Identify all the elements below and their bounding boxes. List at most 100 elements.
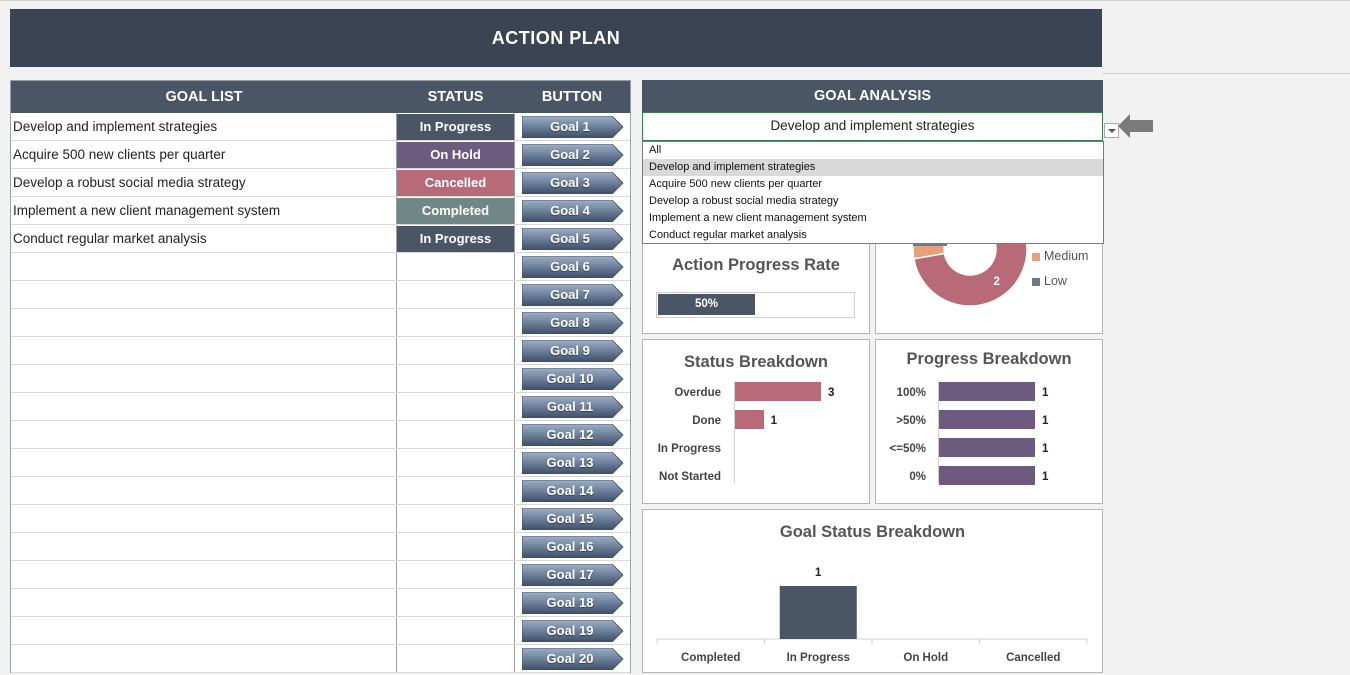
progress-breakdown-category-label: <=50% (889, 443, 926, 455)
status-badge: Completed (397, 198, 514, 224)
table-row: Goal 20 (11, 645, 630, 673)
goal-button-label: Goal 18 (546, 595, 594, 610)
legend-item-medium: Medium (1032, 249, 1088, 263)
table-row: Goal 16 (11, 533, 630, 561)
donut-slice-label: 2 (993, 276, 999, 288)
table-row: Goal 18 (11, 589, 630, 617)
goal-button-16[interactable]: Goal 16 (522, 536, 624, 558)
progress-breakdown-bar (939, 466, 1035, 485)
goal-button-17[interactable]: Goal 17 (522, 564, 624, 586)
goal-status-breakdown-title: Goal Status Breakdown (779, 523, 966, 541)
goal-text: Acquire 500 new clients per quarter (13, 147, 226, 162)
goal-button-7[interactable]: Goal 7 (522, 284, 624, 306)
progress-bar: 50% (656, 292, 855, 318)
goal-button-label: Goal 17 (546, 567, 594, 582)
dropdown-option[interactable]: Develop and implement strategies (643, 159, 1103, 176)
goal-button-3[interactable]: Goal 3 (522, 172, 624, 194)
goal-status-bar (779, 586, 857, 639)
table-row: Conduct regular market analysis In Progre… (11, 225, 630, 253)
donut-slice-high (912, 243, 1028, 307)
table-row: Acquire 500 new clients per quarter On Ho… (11, 141, 630, 169)
progress-breakdown-category-label: 100% (896, 387, 926, 399)
goal-button-20[interactable]: Goal 20 (522, 648, 624, 670)
table-row: Implement a new client management system… (11, 197, 630, 225)
status-breakdown-value-label: 3 (828, 387, 835, 399)
goal-status-category-label: On Hold (903, 652, 948, 664)
status-breakdown-axis (734, 381, 735, 483)
goal-button-1[interactable]: Goal 1 (522, 116, 624, 138)
goal-button-label: Goal 5 (550, 231, 590, 246)
goal-status-category-label: Cancelled (1006, 652, 1060, 664)
goal-button-label: Goal 3 (550, 175, 590, 190)
table-row: Goal 8 (11, 309, 630, 337)
progress-rate-panel: Action Progress Rate (642, 242, 870, 334)
status-badge: Cancelled (397, 170, 514, 196)
progress-breakdown-value-label: 1 (1042, 443, 1049, 455)
table-row: Develop and implement strategies In Progr… (11, 113, 630, 141)
status-breakdown-category-label: Overdue (674, 387, 721, 399)
goal-button-12[interactable]: Goal 12 (522, 424, 624, 446)
table-row: Goal 11 (11, 393, 630, 421)
goal-button-4[interactable]: Goal 4 (522, 200, 624, 222)
goal-status-breakdown-panel: Goal Status Breakdown Completed 1 In Progr… (642, 509, 1103, 673)
goal-button-14[interactable]: Goal 14 (522, 480, 624, 502)
goal-button-10[interactable]: Goal 10 (522, 368, 624, 390)
button-header: BUTTON (541, 89, 603, 105)
left-arrow-icon (1118, 114, 1153, 138)
table-row: Goal 7 (11, 281, 630, 309)
progress-breakdown-category-label: >50% (896, 415, 926, 427)
table-row: Goal 13 (11, 449, 630, 477)
legend-label-medium: Medium (1044, 249, 1089, 263)
goal-button-label: Goal 11 (546, 399, 594, 414)
goal-button-label: Goal 7 (550, 287, 590, 302)
status-breakdown-category-label: In Progress (657, 443, 721, 455)
goal-text: Implement a new client management system (13, 203, 281, 218)
goal-select[interactable]: Develop and implement strategies (642, 112, 1103, 141)
goal-button-label: Goal 12 (546, 427, 594, 442)
dropdown-option[interactable]: Acquire 500 new clients per quarter (649, 178, 823, 190)
status-breakdown-title: Status Breakdown (684, 353, 828, 371)
goal-text: Conduct regular market analysis (13, 231, 207, 246)
status-badge: In Progress (397, 114, 514, 140)
goal-dropdown-list[interactable]: All Develop and implement strategies Acqui… (642, 141, 1104, 244)
goal-button-label: Goal 15 (546, 511, 594, 526)
goal-status-category-label: Completed (681, 652, 740, 664)
status-breakdown-panel: Status Breakdown Overdue 3 Done 1 In Progres… (642, 339, 870, 504)
table-row: Goal 15 (11, 505, 630, 533)
goal-status-category-label: In Progress (787, 652, 850, 664)
goal-button-6[interactable]: Goal 6 (522, 256, 624, 278)
legend-swatch-low (1032, 277, 1040, 286)
status-breakdown-category-label: Not Started (659, 471, 721, 483)
goal-button-13[interactable]: Goal 13 (522, 452, 624, 474)
progress-breakdown-category-label: 0% (909, 471, 926, 483)
progress-rate-title: Action Progress Rate (672, 256, 840, 274)
goal-button-2[interactable]: Goal 2 (522, 144, 624, 166)
goal-button-9[interactable]: Goal 9 (522, 340, 624, 362)
dropdown-arrow-button[interactable] (1104, 123, 1119, 138)
status-badge: In Progress (397, 226, 514, 252)
goal-button-label: Goal 19 (546, 623, 594, 638)
goal-button-label: Goal 4 (550, 203, 590, 218)
status-breakdown-bar (735, 410, 764, 429)
goal-status-bar-chart: Completed 1 In Progress On Hold Cancelled (656, 567, 1088, 664)
dropdown-option[interactable]: All (649, 144, 662, 156)
page-title: ACTION PLAN (10, 9, 1102, 67)
goal-status-value-label: 1 (815, 567, 822, 579)
goal-button-5[interactable]: Goal 5 (522, 228, 624, 250)
progress-breakdown-title: Progress Breakdown (906, 350, 1072, 368)
dropdown-option[interactable]: Develop a robust social media strategy (649, 195, 839, 207)
dropdown-option[interactable]: Conduct regular market analysis (649, 229, 807, 241)
donut-slice-low (913, 243, 947, 246)
goal-button-8[interactable]: Goal 8 (522, 312, 624, 334)
goal-button-19[interactable]: Goal 19 (522, 620, 624, 642)
table-row: Goal 12 (11, 421, 630, 449)
goal-button-15[interactable]: Goal 15 (522, 508, 624, 530)
dropdown-option[interactable]: Implement a new client management system (649, 212, 867, 224)
goal-button-label: Goal 9 (550, 343, 590, 358)
goal-button-label: Goal 6 (550, 259, 590, 274)
goal-button-18[interactable]: Goal 18 (522, 592, 624, 614)
goal-button-11[interactable]: Goal 11 (522, 396, 624, 418)
table-row: Develop a robust social media strategy Ca… (11, 169, 630, 197)
progress-bar-fill: 50% (658, 294, 755, 315)
table-row: Goal 9 (11, 337, 630, 365)
